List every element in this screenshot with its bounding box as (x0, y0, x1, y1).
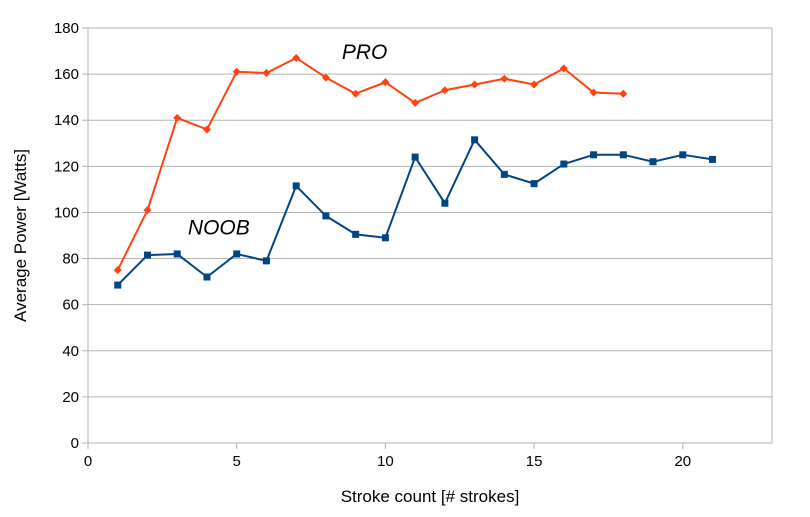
series-label-noob: NOOB (188, 216, 250, 239)
grid-lines (88, 27, 772, 398)
data-point-noob (560, 160, 568, 168)
data-point-pro (113, 266, 122, 275)
data-point-pro (292, 53, 301, 62)
y-tick-label: 180 (54, 20, 79, 37)
y-tick-label: 160 (54, 66, 79, 83)
data-point-pro (232, 67, 241, 76)
data-point-noob (322, 212, 330, 220)
data-point-noob (590, 151, 598, 159)
y-tick-label: 140 (54, 112, 79, 129)
series-label-pro: PRO (342, 41, 388, 64)
data-point-pro (619, 89, 628, 98)
data-point-noob (233, 250, 241, 258)
data-point-noob (114, 281, 122, 289)
data-point-pro (530, 80, 539, 89)
data-point-pro (202, 125, 211, 134)
data-point-pro (173, 113, 182, 122)
data-point-pro (411, 98, 420, 107)
data-point-noob (530, 180, 538, 188)
data-point-pro (321, 73, 330, 82)
x-tick-label: 20 (674, 453, 691, 470)
y-tick-label: 80 (62, 251, 79, 268)
x-tick-label: 10 (377, 453, 394, 470)
data-point-noob (471, 136, 479, 144)
y-axis-title: Average Power [Watts] (11, 149, 30, 322)
data-point-pro (500, 74, 509, 83)
y-tick-label: 40 (62, 343, 79, 360)
x-axis-title: Stroke count [# strokes] (341, 487, 520, 506)
series-line-pro (116, 56, 624, 271)
data-point-noob (441, 199, 449, 207)
data-point-noob (649, 158, 657, 166)
data-point-noob (143, 251, 151, 259)
data-point-pro (440, 86, 449, 95)
data-point-noob (619, 151, 627, 159)
data-point-pro (351, 89, 360, 98)
y-tick-label: 0 (71, 435, 79, 452)
data-point-pro (589, 88, 598, 97)
x-tick-label: 5 (233, 453, 241, 470)
tick-labels: 0 20 40 60 80 100 120 140 160 180 0 5 10 15 20 (54, 20, 691, 470)
data-point-pro (262, 68, 271, 77)
data-point-noob (352, 230, 360, 238)
data-point-pro (470, 80, 479, 89)
data-point-noob (381, 234, 389, 242)
data-point-noob (411, 153, 419, 161)
data-point-pro (559, 64, 568, 73)
x-tick-label: 15 (526, 453, 543, 470)
axes (82, 27, 773, 449)
data-point-noob (679, 151, 687, 159)
data-point-noob (173, 250, 181, 258)
data-point-pro (143, 206, 152, 215)
data-point-noob (262, 257, 270, 265)
data-point-noob (500, 170, 508, 178)
series-group (113, 53, 717, 289)
data-point-noob (292, 182, 300, 190)
y-tick-label: 60 (62, 297, 79, 314)
y-tick-label: 120 (54, 158, 79, 175)
y-tick-label: 100 (54, 204, 79, 221)
data-point-noob (203, 273, 211, 281)
y-tick-label: 20 (62, 389, 79, 406)
x-tick-label: 0 (84, 453, 92, 470)
data-point-pro (381, 78, 390, 87)
data-point-noob (709, 155, 717, 163)
